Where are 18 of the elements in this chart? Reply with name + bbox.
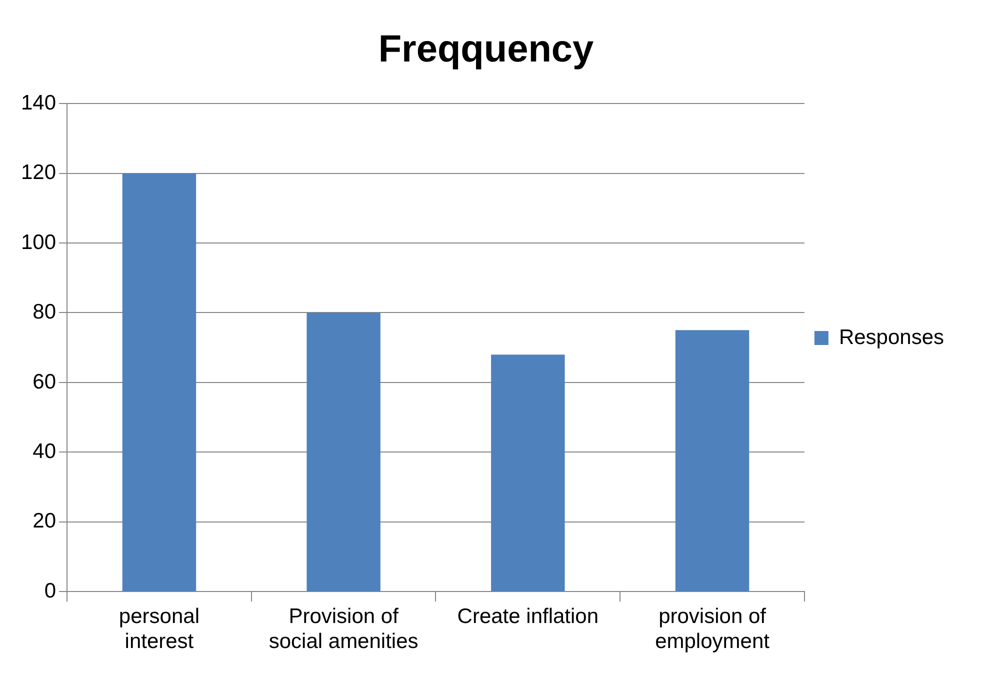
chart-title: Freqquency	[378, 28, 594, 70]
y-tick-label: 60	[32, 370, 56, 394]
y-tick-label: 0	[44, 579, 56, 602]
x-tick-label: personal interest	[118, 604, 200, 654]
y-tick-label: 100	[20, 230, 56, 254]
x-tick-label: provision of employment	[655, 604, 770, 654]
y-tick-label: 20	[32, 510, 56, 533]
legend-label: Responses	[838, 326, 944, 349]
y-tick-label: 120	[20, 161, 56, 184]
y-tick-label: 80	[32, 300, 56, 324]
bar	[491, 354, 565, 592]
y-tick-label: 140	[20, 91, 56, 114]
y-tick-label: 40	[32, 440, 56, 463]
bar	[306, 312, 380, 592]
bar	[675, 330, 750, 592]
bar	[122, 173, 196, 592]
x-tick-label: Provision of social amenities	[268, 604, 418, 654]
x-tick-label: Create inflation	[457, 604, 599, 628]
